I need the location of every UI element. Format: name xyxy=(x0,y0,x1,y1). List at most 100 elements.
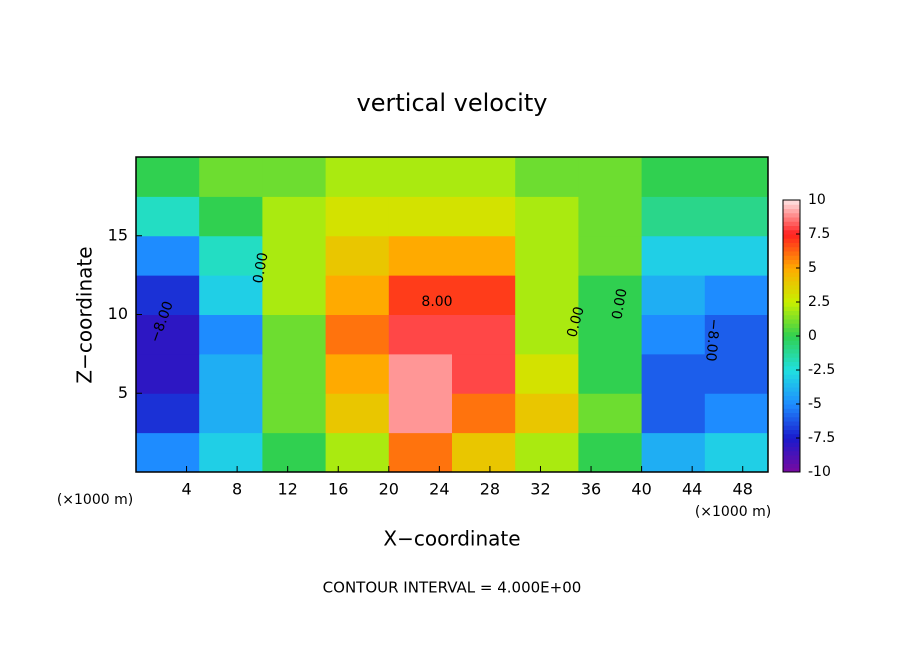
x-tick-label: 24 xyxy=(429,480,449,499)
x-tick-label: 8 xyxy=(232,480,242,499)
colorbar-swatch xyxy=(783,408,800,413)
field-cell xyxy=(578,393,643,434)
field-cell xyxy=(388,157,453,197)
x-tick-label: 32 xyxy=(530,480,550,499)
contour-label: 0.00 xyxy=(250,251,271,284)
colorbar-swatch xyxy=(783,221,800,226)
colorbar-swatch xyxy=(783,310,800,316)
field-cell xyxy=(578,275,643,315)
colorbar-swatch xyxy=(783,353,800,358)
colorbar-swatch xyxy=(783,200,800,205)
colorbar-swatch xyxy=(783,425,800,430)
field-cell xyxy=(515,157,579,197)
colorbar-swatch xyxy=(783,348,800,354)
contour-label: 0.00 xyxy=(564,305,588,339)
field-cell xyxy=(452,353,516,394)
field-cell xyxy=(452,235,516,276)
colorbar-swatch xyxy=(783,399,800,405)
colorbar-swatch xyxy=(783,204,800,209)
field-cell xyxy=(515,235,579,276)
field-cell xyxy=(641,314,706,355)
colorbar-swatch xyxy=(783,387,800,392)
field-cell xyxy=(641,157,706,197)
colorbar-tick-label: 2.5 xyxy=(808,294,830,310)
colorbar-swatch xyxy=(783,289,800,294)
colorbar-swatch xyxy=(783,433,800,439)
field-cell xyxy=(262,353,327,394)
contour-label: −8.00 xyxy=(702,318,722,362)
contour-label: 0.00 xyxy=(609,287,630,320)
colorbar-swatch xyxy=(783,365,800,371)
field-cell xyxy=(262,314,327,355)
field-cell xyxy=(388,196,453,237)
colorbar-tick-label: 10 xyxy=(808,192,826,208)
colorbar-swatch xyxy=(783,382,800,388)
field-cell xyxy=(388,432,453,473)
colorbar-swatch xyxy=(783,272,800,277)
field-cell xyxy=(199,353,263,394)
field-cell xyxy=(641,235,706,276)
x-tick-label: 44 xyxy=(682,480,702,499)
colorbar-swatch xyxy=(783,276,800,282)
field-cell xyxy=(515,393,579,434)
field-cell xyxy=(262,432,327,473)
colorbar-swatch xyxy=(783,280,800,286)
colorbar-swatch xyxy=(783,238,800,243)
field-cell xyxy=(578,314,643,355)
field-cell xyxy=(325,196,390,237)
colorbar-swatch xyxy=(783,467,800,473)
field-cell xyxy=(452,393,516,434)
field-cell xyxy=(136,157,200,197)
field-cell xyxy=(515,432,579,473)
field-cell xyxy=(325,432,390,473)
colorbar-swatch xyxy=(783,429,800,435)
colorbar-swatch xyxy=(783,323,800,328)
field-cell xyxy=(641,196,706,237)
y-axis-label: Z−coordinate xyxy=(73,246,97,383)
colorbar-tick-label: -5 xyxy=(808,396,822,412)
field-cell xyxy=(136,275,200,315)
field-cell xyxy=(704,353,769,394)
colorbar-swatch xyxy=(783,297,800,303)
field-cell xyxy=(704,393,769,434)
field-cell xyxy=(388,275,453,315)
colorbar-swatch xyxy=(783,263,800,269)
colorbar-swatch xyxy=(783,374,800,379)
field-cell xyxy=(515,353,579,394)
colorbar-swatch xyxy=(783,314,800,320)
field-cell xyxy=(325,275,390,315)
field-cell xyxy=(452,275,516,315)
colorbar-swatch xyxy=(783,336,800,341)
colorbar-swatch xyxy=(783,246,800,252)
field-cell xyxy=(199,432,263,473)
field-cell xyxy=(578,432,643,473)
field-cell xyxy=(199,314,263,355)
field-cell xyxy=(578,196,643,237)
field-cell xyxy=(136,314,200,355)
field-cell xyxy=(515,196,579,237)
field-cell xyxy=(325,353,390,394)
colorbar-swatch xyxy=(783,446,800,452)
colorbar-swatch xyxy=(783,404,800,409)
colorbar-swatch xyxy=(783,421,800,426)
field-cell xyxy=(388,235,453,276)
colorbar-swatch xyxy=(783,391,800,396)
colorbar-swatch xyxy=(783,208,800,214)
field-cell xyxy=(136,432,200,473)
field-cell xyxy=(704,314,769,355)
x-tick-label: 28 xyxy=(480,480,500,499)
field-cell xyxy=(641,393,706,434)
colorbar-swatch xyxy=(783,306,800,311)
colorbar-swatch xyxy=(783,234,800,239)
field-cell xyxy=(136,393,200,434)
colorbar-tick-label: -7.5 xyxy=(808,430,835,446)
colorbar-swatch xyxy=(783,225,800,231)
field-cell xyxy=(452,196,516,237)
colorbar-swatch xyxy=(783,378,800,384)
field-cell xyxy=(136,235,200,276)
colorbar-swatch xyxy=(783,357,800,362)
contour-label: 8.00 xyxy=(421,294,452,310)
y-tick-label: 10 xyxy=(108,304,128,323)
colorbar-swatch xyxy=(783,285,800,290)
